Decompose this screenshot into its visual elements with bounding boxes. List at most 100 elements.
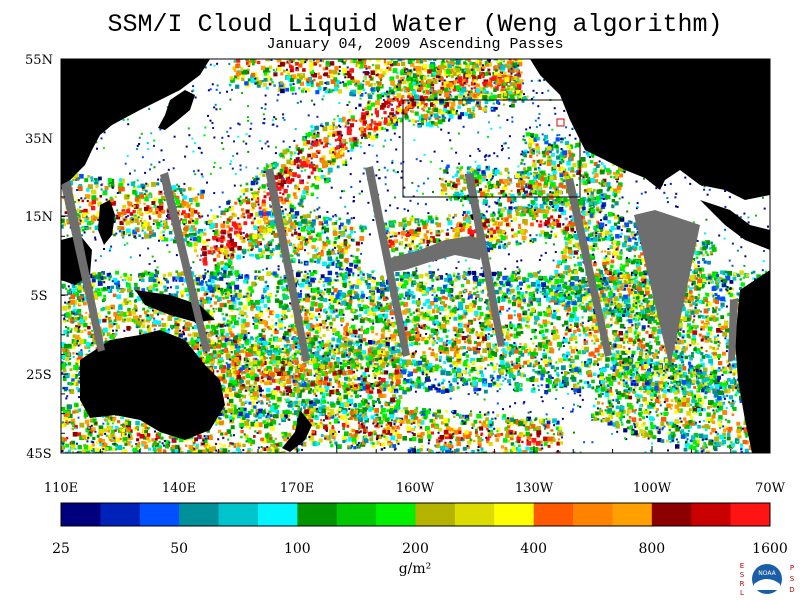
cloud-pixel	[506, 91, 510, 94]
cloud-pixel	[215, 284, 220, 290]
cloud-pixel	[319, 341, 325, 347]
cloud-pixel	[483, 82, 489, 88]
cloud-pixel	[206, 245, 209, 248]
cloud-pixel	[108, 319, 112, 324]
cloud-pixel	[545, 371, 549, 375]
cloud-pixel	[679, 328, 682, 331]
cloud-pixel	[626, 319, 629, 322]
cloud-pixel	[359, 118, 363, 122]
chart-title: SSM/I Cloud Liquid Water (Weng algorithm…	[107, 10, 723, 39]
cloud-pixel	[496, 277, 500, 281]
cloud-pixel	[85, 227, 89, 230]
cloud-pixel	[464, 273, 466, 276]
cloud-pixel	[345, 331, 350, 336]
cloud-pixel	[227, 270, 233, 276]
cloud-pixel	[181, 193, 184, 196]
cloud-pixel	[427, 362, 433, 368]
cloud-pixel	[679, 326, 683, 330]
cloud-pixel	[317, 290, 321, 295]
cloud-pixel	[325, 142, 328, 145]
cloud-pixel	[458, 99, 463, 105]
cloud-pixel	[487, 62, 493, 67]
cloud-pixel	[247, 214, 250, 217]
cloud-pixel	[332, 131, 338, 136]
cloud-pixel	[311, 183, 315, 187]
cloud-pixel	[103, 286, 107, 291]
cloud-pixel	[329, 160, 335, 166]
cloud-pixel	[456, 339, 461, 344]
cloud-pixel	[152, 211, 156, 215]
cloud-pixel	[239, 232, 243, 235]
cloud-pixel	[639, 348, 644, 353]
cloud-pixel	[263, 216, 268, 222]
cloud-pixel	[479, 290, 482, 293]
cloud-pixel	[306, 285, 311, 290]
cloud-pixel	[343, 388, 349, 394]
cloud-pixel	[586, 381, 590, 384]
cloud-pixel	[609, 386, 612, 390]
cloud-pixel	[386, 122, 390, 127]
cloud-pixel	[153, 309, 158, 315]
cloud-pixel	[305, 331, 308, 335]
cloud-pixel	[154, 205, 160, 210]
cloud-pixel	[122, 311, 128, 317]
cloud-pixel	[155, 288, 159, 292]
cloud-pixel	[184, 213, 188, 217]
cloud-pixel	[64, 386, 69, 391]
cloud-pixel	[478, 106, 482, 110]
cloud-pixel	[253, 357, 258, 362]
cloud-pixel	[283, 279, 287, 283]
cloud-pixel	[387, 345, 390, 348]
cloud-pixel	[352, 310, 356, 314]
cloud-pixel	[518, 91, 523, 96]
cloud-pixel	[81, 209, 84, 213]
cloud-pixel	[238, 367, 243, 372]
cloud-pixel	[636, 346, 641, 350]
cloud-pixel	[69, 388, 75, 394]
cloud-pixel	[365, 387, 370, 392]
cloud-pixel	[411, 354, 415, 359]
cloud-pixel	[444, 388, 450, 393]
cloud-pixel	[502, 47, 505, 50]
cloud-pixel	[705, 350, 708, 353]
cloud-pixel	[61, 218, 65, 224]
cloud-pixel	[729, 280, 734, 284]
cloud-pixel	[196, 282, 200, 286]
cloud-pixel	[261, 328, 266, 333]
cloud-pixel	[312, 296, 316, 300]
cloud-pixel	[396, 72, 399, 75]
cloud-pixel	[521, 317, 526, 322]
cloud-pixel	[482, 83, 486, 87]
cloud-pixel	[91, 195, 97, 201]
cloud-pixel	[567, 312, 570, 316]
cloud-pixel	[286, 213, 290, 217]
cloud-pixel	[698, 299, 702, 304]
cloud-pixel	[146, 205, 150, 209]
cloud-pixel	[554, 290, 558, 295]
cloud-pixel	[229, 215, 233, 219]
cloud-pixel	[714, 299, 719, 305]
cloud-pixel	[296, 183, 300, 186]
cloud-pixel	[546, 361, 552, 367]
cloud-pixel	[305, 385, 310, 390]
cloud-pixel	[562, 270, 566, 275]
cloud-pixel	[202, 299, 207, 304]
cloud-pixel	[555, 297, 559, 301]
cloud-pixel	[303, 137, 307, 140]
cloud-pixel	[454, 304, 457, 307]
cloud-pixel	[186, 327, 190, 331]
cloud-pixel	[606, 323, 610, 327]
cloud-pixel	[69, 357, 72, 360]
cloud-pixel	[285, 284, 289, 288]
cloud-pixel	[496, 383, 501, 387]
cloud-pixel	[537, 384, 540, 387]
cloud-pixel	[312, 270, 316, 273]
cloud-pixel	[345, 322, 349, 327]
cloud-pixel	[421, 306, 424, 310]
cloud-pixel	[67, 381, 71, 385]
cloud-pixel	[720, 369, 723, 372]
cloud-pixel	[359, 126, 364, 132]
cloud-pixel	[72, 178, 75, 182]
cloud-pixel	[147, 287, 153, 293]
cloud-pixel	[322, 155, 326, 159]
